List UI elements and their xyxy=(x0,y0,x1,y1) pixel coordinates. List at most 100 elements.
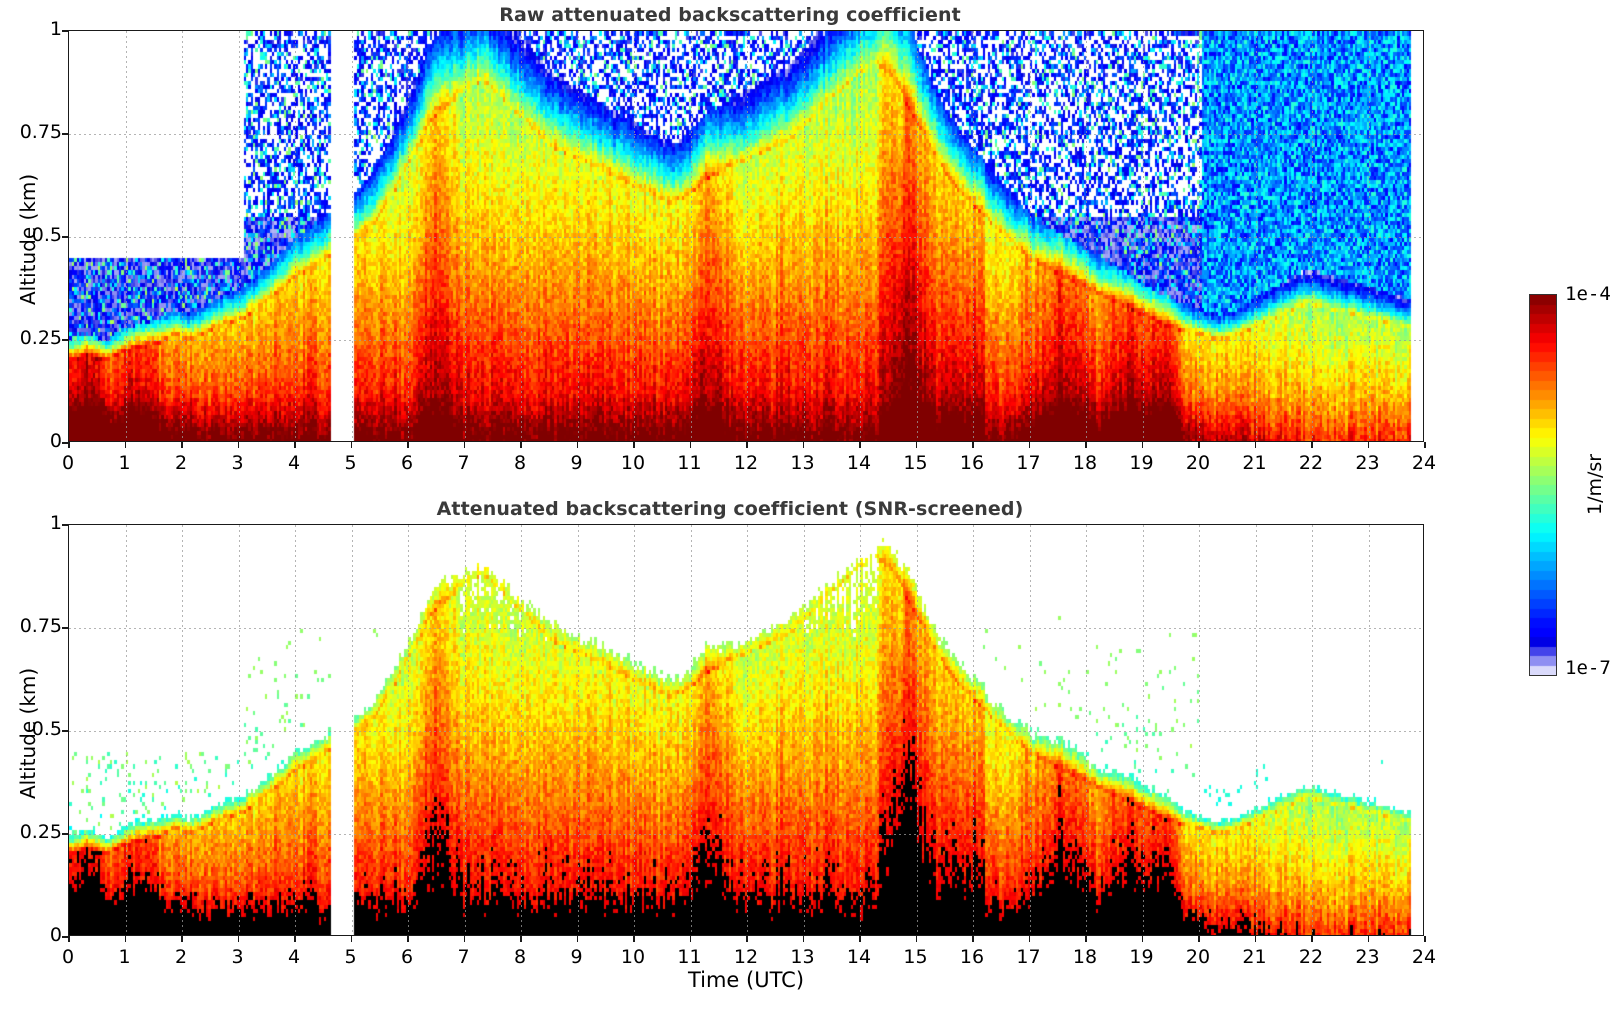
x-tick-mark xyxy=(350,442,352,448)
x-tick-label: 9 xyxy=(570,946,583,968)
x-tick-label: 7 xyxy=(457,452,470,474)
x-tick-mark xyxy=(407,442,409,448)
x-tick-label: 17 xyxy=(1016,946,1041,968)
x-tick-label: 9 xyxy=(570,452,583,474)
y-tick-mark xyxy=(62,236,68,238)
y-tick-label: 1 xyxy=(49,512,62,534)
x-tick-mark xyxy=(915,936,917,942)
x-tick-mark xyxy=(633,936,635,942)
x-tick-label: 11 xyxy=(677,946,702,968)
x-tick-mark xyxy=(972,936,974,942)
colorbar-min-label: 1e-7 xyxy=(1565,657,1611,679)
x-tick-mark xyxy=(1254,442,1256,448)
x-tick-mark xyxy=(1367,936,1369,942)
x-tick-mark xyxy=(1424,936,1426,942)
x-tick-label: 23 xyxy=(1355,946,1380,968)
x-tick-mark xyxy=(181,442,183,448)
x-tick-label: 7 xyxy=(457,946,470,968)
x-tick-mark xyxy=(350,936,352,942)
x-tick-mark xyxy=(520,442,522,448)
x-tick-mark xyxy=(124,936,126,942)
y-tick-mark xyxy=(62,524,68,526)
x-tick-label: 8 xyxy=(513,946,527,968)
x-tick-label: 6 xyxy=(400,946,414,968)
x-tick-label: 21 xyxy=(1242,452,1267,474)
x-tick-mark xyxy=(1028,442,1030,448)
colorbar-axis-label: 1/m/sr xyxy=(1584,453,1606,515)
y-tick-label: 0.75 xyxy=(19,121,62,143)
x-tick-label: 2 xyxy=(174,452,188,474)
x-tick-label: 3 xyxy=(231,946,244,968)
x-tick-mark xyxy=(1254,936,1256,942)
x-tick-mark xyxy=(859,936,861,942)
y-axis-label-raw: Altitude (km) xyxy=(16,173,40,305)
panel-screened: Attenuated backscattering coefficient (S… xyxy=(0,480,1460,1020)
x-tick-mark xyxy=(68,442,70,448)
y-tick-mark xyxy=(62,339,68,341)
y-tick-label: 0.75 xyxy=(19,615,62,637)
x-tick-mark xyxy=(294,442,296,448)
x-tick-mark xyxy=(576,442,578,448)
x-tick-label: 16 xyxy=(959,452,985,474)
x-tick-mark xyxy=(746,442,748,448)
x-tick-mark xyxy=(237,442,239,448)
y-tick-mark xyxy=(62,442,68,444)
x-tick-label: 16 xyxy=(959,946,985,968)
y-tick-mark xyxy=(62,730,68,732)
colorbar-max-label: 1e-4 xyxy=(1565,283,1611,305)
x-tick-mark xyxy=(689,442,691,448)
x-tick-label: 18 xyxy=(1072,452,1098,474)
x-tick-label: 22 xyxy=(1298,946,1324,968)
x-tick-mark xyxy=(746,936,748,942)
x-tick-mark xyxy=(181,936,183,942)
x-tick-mark xyxy=(463,442,465,448)
x-tick-mark xyxy=(1028,936,1030,942)
x-tick-mark xyxy=(1198,442,1200,448)
x-tick-mark xyxy=(802,442,804,448)
x-tick-label: 4 xyxy=(287,946,301,968)
y-tick-label: 0.25 xyxy=(19,821,62,843)
x-tick-label: 20 xyxy=(1185,452,1211,474)
x-axis-label: Time (UTC) xyxy=(687,968,805,992)
x-tick-mark xyxy=(802,936,804,942)
x-tick-label: 12 xyxy=(733,946,759,968)
y-tick-label: 0 xyxy=(49,430,62,452)
x-tick-label: 0 xyxy=(61,946,75,968)
x-tick-label: 14 xyxy=(846,452,872,474)
x-tick-label: 8 xyxy=(513,452,527,474)
x-tick-label: 22 xyxy=(1298,452,1324,474)
x-tick-label: 15 xyxy=(903,452,928,474)
x-tick-mark xyxy=(520,936,522,942)
y-tick-label: 0 xyxy=(49,924,62,946)
x-tick-label: 21 xyxy=(1242,946,1267,968)
x-tick-mark xyxy=(1198,936,1200,942)
x-tick-label: 5 xyxy=(344,946,357,968)
y-tick-label: 0.5 xyxy=(31,224,62,246)
y-tick-label: 0.25 xyxy=(19,327,62,349)
x-tick-label: 2 xyxy=(174,946,188,968)
x-tick-label: 20 xyxy=(1185,946,1211,968)
x-tick-label: 5 xyxy=(344,452,357,474)
y-axis-label-screened: Altitude (km) xyxy=(16,667,40,799)
x-tick-mark xyxy=(689,936,691,942)
y-tick-label: 0.5 xyxy=(31,718,62,740)
x-tick-label: 17 xyxy=(1016,452,1041,474)
x-tick-label: 11 xyxy=(677,452,702,474)
x-tick-mark xyxy=(1424,442,1426,448)
x-tick-label: 3 xyxy=(231,452,244,474)
axes-screened[interactable] xyxy=(68,524,1424,936)
x-tick-label: 10 xyxy=(620,452,646,474)
x-tick-label: 24 xyxy=(1411,452,1437,474)
axes-raw[interactable] xyxy=(68,30,1424,442)
x-tick-mark xyxy=(1141,936,1143,942)
x-tick-label: 13 xyxy=(790,946,815,968)
panel-screened-title: Attenuated backscattering coefficient (S… xyxy=(436,498,1024,520)
x-tick-label: 15 xyxy=(903,946,928,968)
colorbar[interactable] xyxy=(1529,294,1557,676)
x-tick-label: 23 xyxy=(1355,452,1380,474)
panel-raw: Raw attenuated backscattering coefficien… xyxy=(0,0,1460,480)
x-tick-label: 6 xyxy=(400,452,414,474)
x-tick-label: 19 xyxy=(1129,946,1154,968)
x-tick-mark xyxy=(463,936,465,942)
